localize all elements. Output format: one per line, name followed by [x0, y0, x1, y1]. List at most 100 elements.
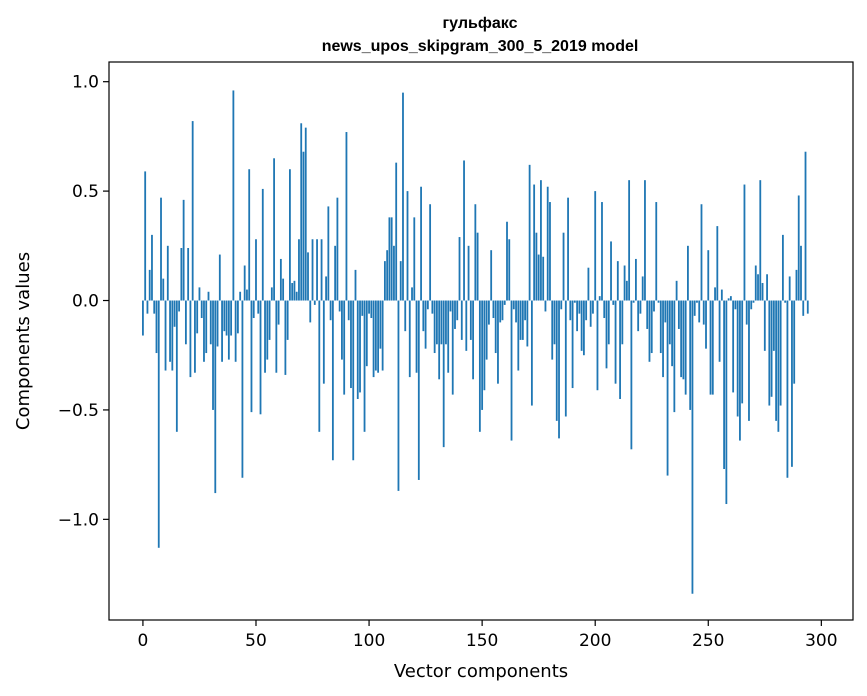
bar: [592, 300, 594, 314]
bar: [442, 300, 445, 448]
bar: [329, 300, 332, 321]
bar: [535, 232, 538, 301]
bar: [191, 121, 194, 301]
bar: [266, 300, 269, 360]
x-axis-ticks: 0 50 100 150 200 250 300: [138, 620, 838, 651]
bar: [766, 274, 768, 301]
bar: [420, 186, 422, 301]
bar: [173, 300, 176, 327]
y-axis-label: Components values: [13, 252, 34, 430]
bar: [725, 300, 728, 505]
bar: [582, 300, 585, 356]
bar: [465, 300, 468, 351]
bar: [607, 300, 610, 345]
y-tick-label: 0.0: [72, 292, 99, 312]
bar: [275, 300, 278, 373]
bar: [614, 300, 617, 384]
bar: [142, 300, 144, 336]
bar: [334, 245, 337, 301]
bar: [506, 221, 508, 301]
bar: [605, 300, 608, 369]
bar: [795, 269, 798, 301]
bar: [804, 151, 807, 301]
bar: [555, 300, 558, 421]
bar: [268, 300, 271, 340]
bar: [551, 300, 554, 360]
bar: [544, 300, 547, 312]
bar: [729, 296, 732, 301]
bar: [786, 300, 789, 478]
bar: [668, 300, 671, 345]
bar: [802, 300, 805, 316]
bar: [657, 300, 660, 303]
bar: [693, 300, 696, 316]
y-axis-ticks: −1.0 −0.5 0.0 0.5 1.0: [58, 73, 109, 530]
bar: [318, 300, 321, 432]
plot-frame: [108, 61, 854, 621]
bar: [716, 226, 719, 301]
bar: [221, 300, 223, 362]
bar: [596, 300, 599, 391]
bar: [519, 300, 522, 340]
bar: [277, 300, 280, 325]
bar: [370, 300, 373, 319]
bar: [682, 300, 685, 380]
bar: [635, 258, 637, 301]
bar: [322, 300, 325, 384]
bar: [180, 248, 183, 301]
bar: [402, 92, 404, 301]
bar: [354, 269, 357, 301]
bar: [741, 300, 744, 404]
bar: [659, 300, 662, 354]
bar: [372, 300, 375, 378]
bar: [243, 265, 246, 301]
bar: [331, 300, 334, 461]
bar: [433, 300, 436, 354]
bar: [406, 191, 409, 301]
bar: [257, 300, 260, 314]
bar: [743, 184, 746, 301]
bar: [307, 252, 309, 301]
bar: [431, 300, 434, 314]
y-tick-label: −0.5: [58, 401, 99, 421]
bar: [515, 300, 517, 323]
bar: [426, 300, 429, 310]
bar: [447, 300, 450, 373]
bar: [711, 300, 714, 395]
x-tick-label: 50: [245, 631, 267, 651]
bar: [759, 180, 762, 301]
bar: [157, 300, 160, 548]
bar: [793, 300, 796, 384]
x-tick-label: 250: [692, 631, 724, 651]
bar: [560, 300, 563, 310]
bar: [440, 300, 443, 345]
bar: [723, 300, 726, 470]
bar: [230, 300, 233, 336]
bar: [359, 300, 361, 393]
bar: [286, 300, 289, 340]
bar: [295, 291, 298, 301]
bar: [449, 300, 452, 312]
bar: [594, 191, 597, 301]
bar: [689, 300, 692, 410]
bar: [223, 300, 226, 332]
bar: [714, 287, 716, 301]
bar: [298, 239, 300, 301]
bar: [232, 90, 235, 301]
bar: [705, 300, 707, 349]
bar: [528, 164, 531, 301]
bar: [589, 300, 592, 327]
bar: [508, 239, 511, 301]
bar: [775, 300, 778, 421]
bar: [386, 250, 389, 301]
bar: [567, 197, 569, 301]
bar: [162, 278, 165, 301]
bar: [558, 300, 560, 439]
bar: [526, 300, 529, 347]
bar: [153, 300, 156, 314]
bar: [490, 250, 493, 301]
bar: [537, 254, 540, 301]
bar: [476, 232, 479, 301]
bar: [397, 300, 400, 491]
